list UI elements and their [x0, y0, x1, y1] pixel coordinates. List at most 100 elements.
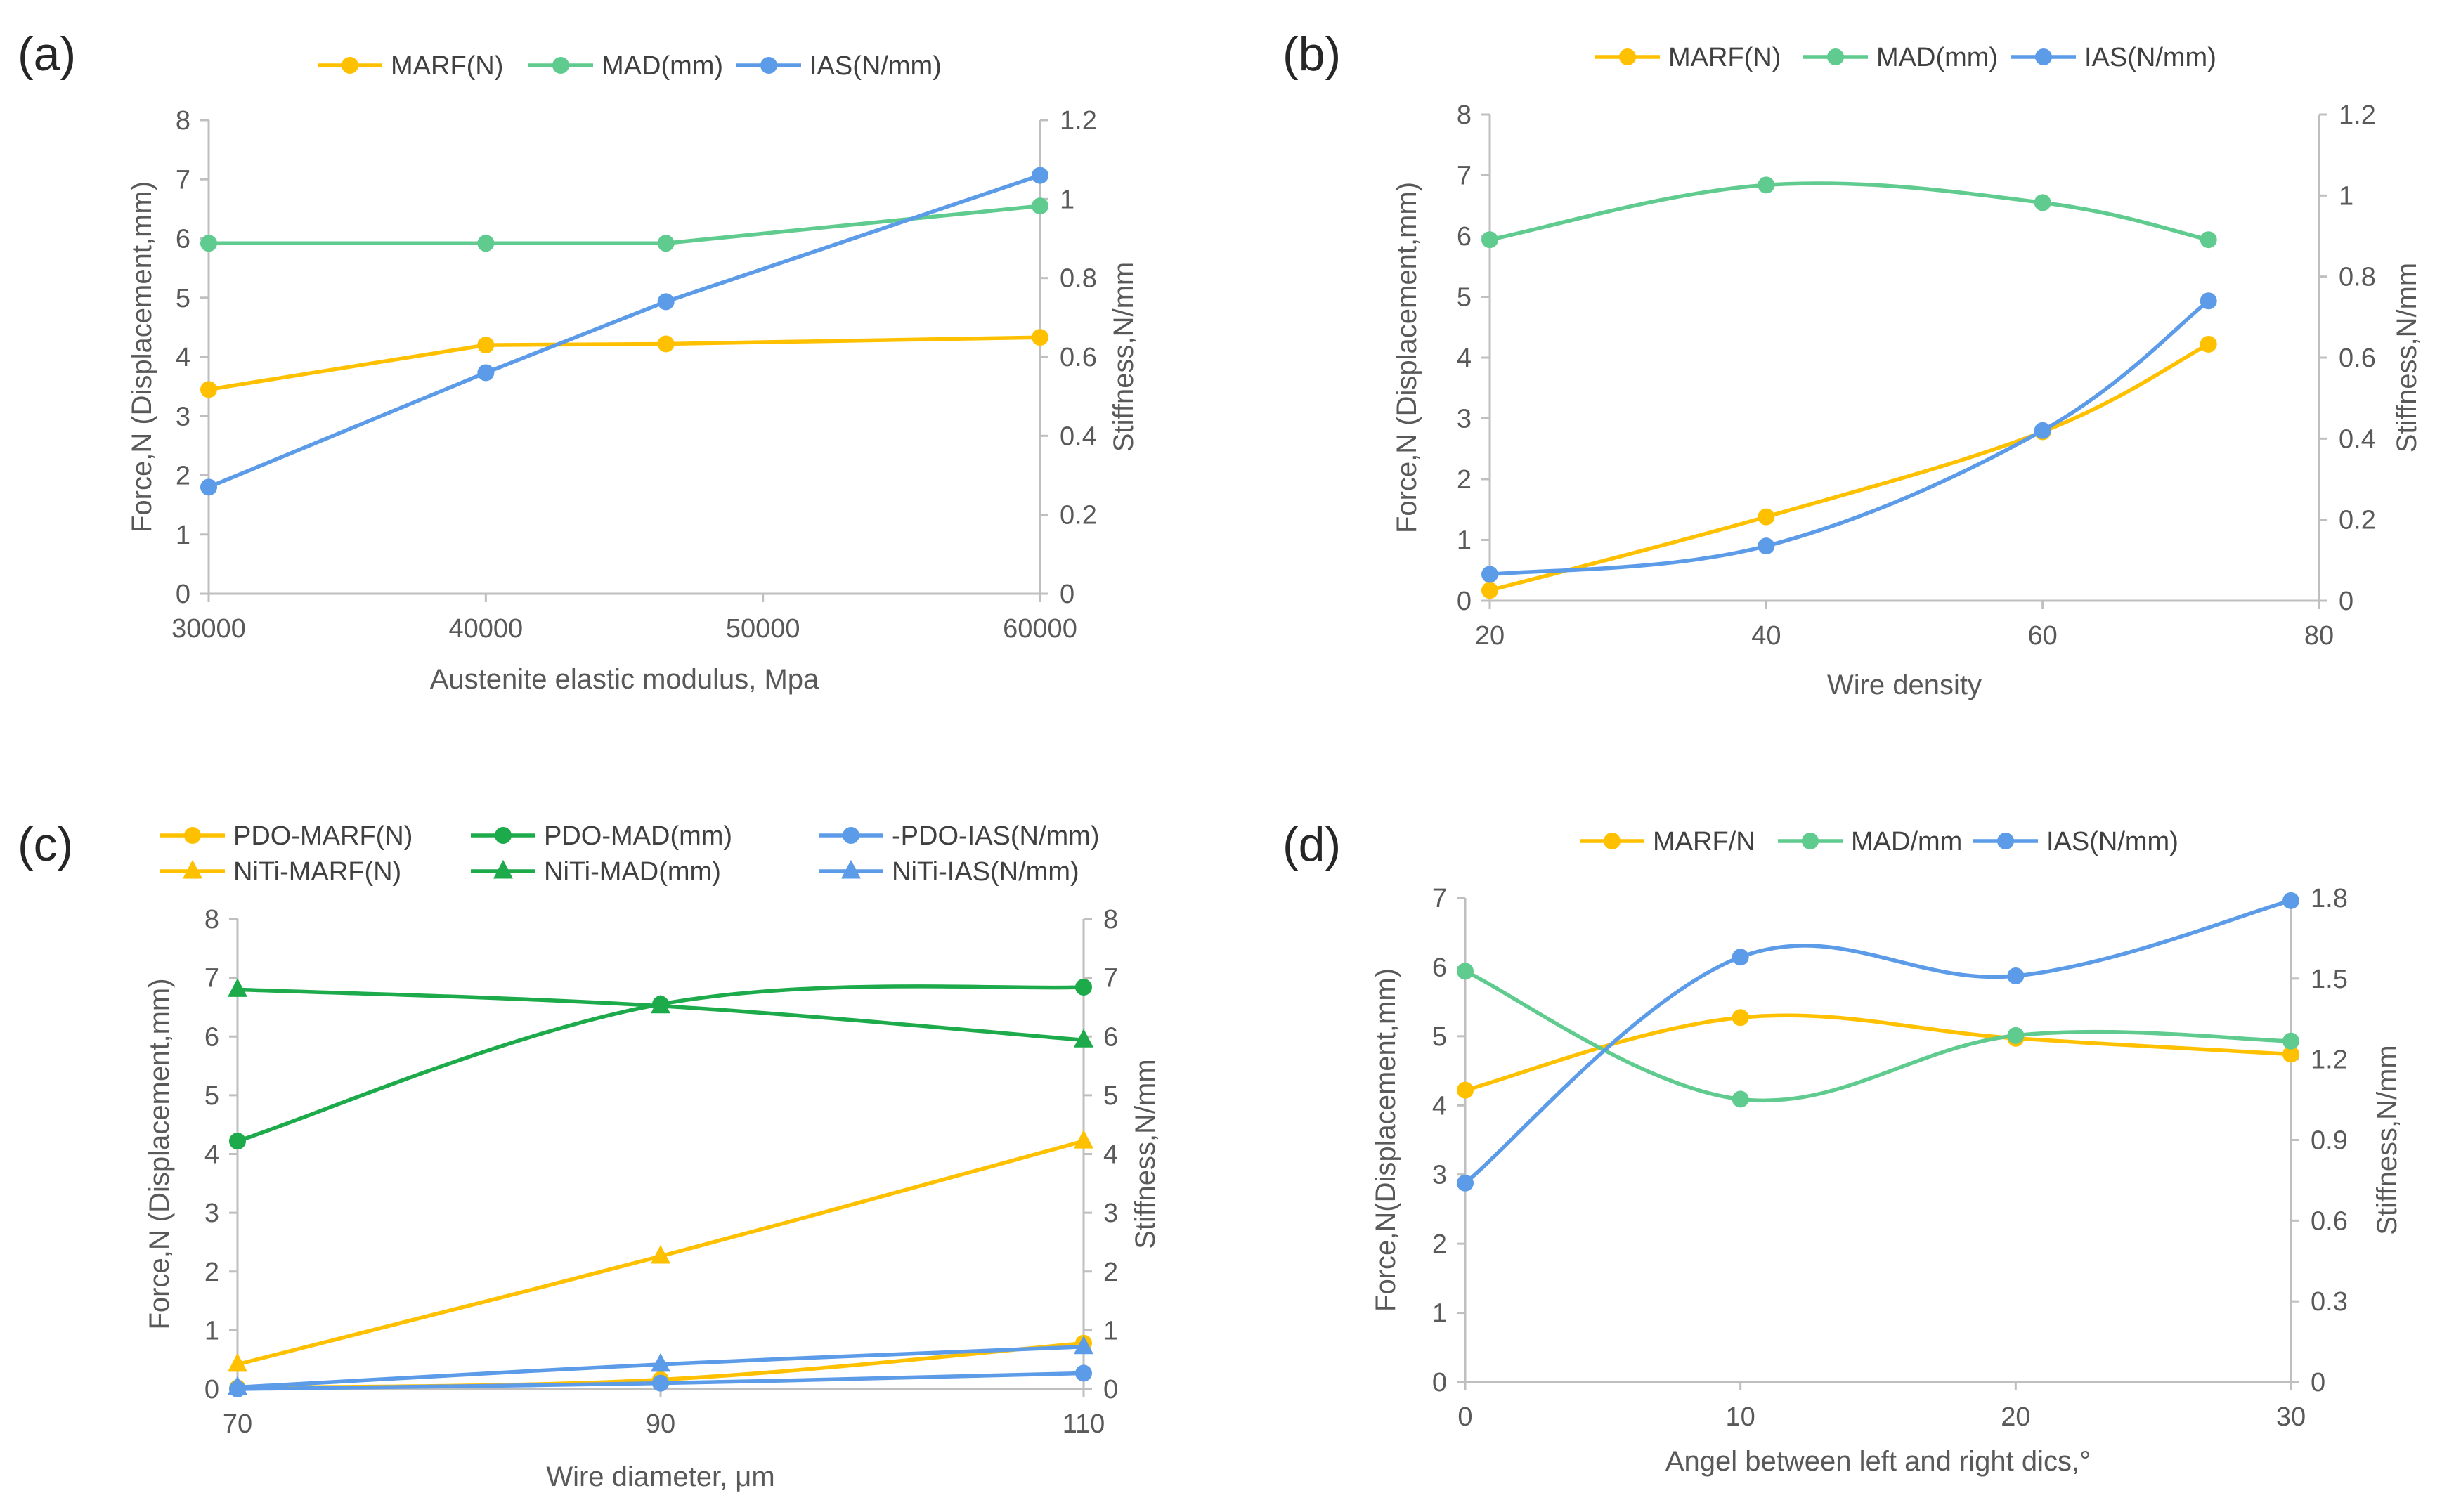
data-point-ias-n-mm — [1732, 949, 1749, 966]
y2-tick-label: 8 — [1103, 905, 1118, 934]
y2-tick-label: 0.6 — [2311, 1206, 2348, 1236]
data-point-marf-n — [1758, 508, 1775, 526]
data-point-ias-n-mm — [2200, 292, 2217, 310]
y2-tick-label: 1 — [1060, 185, 1074, 214]
y2-axis-title: Stiffness,N/mm — [2391, 263, 2422, 452]
panel-label: (d) — [1282, 818, 1341, 871]
legend-label-niti-marf-n: NiTi-MARF(N) — [233, 857, 401, 887]
x-tick-label: 30 — [2276, 1402, 2306, 1432]
y-tick-label: 7 — [204, 964, 219, 993]
y-tick-label: 6 — [204, 1022, 219, 1052]
chart-panel-b: (b)20 40 60 8001234567800.20.40.60.811.2Wir… — [1282, 27, 2422, 700]
legend-marker — [493, 859, 513, 879]
legend: MARF(N) MAD(mm) IAS(N/mm) — [1595, 43, 2216, 72]
legend-label-pdo-marf-n: PDO-MARF(N) — [233, 821, 413, 851]
data-point-niti-marf-n — [651, 1244, 670, 1264]
data-point-marf-n — [200, 381, 217, 398]
y2-tick-label: 1.2 — [2311, 1045, 2348, 1075]
y2-tick-label: 0.6 — [2339, 344, 2376, 373]
y-tick-label: 4 — [1432, 1091, 1447, 1121]
series-line-marf-n — [1464, 1013, 2292, 1093]
x-axis-title: Wire density — [1827, 670, 1982, 700]
x-tick-label: 70 — [223, 1409, 252, 1439]
legend-marker — [184, 827, 201, 844]
legend-label-ias-n-mm: IAS(N/mm) — [2084, 43, 2216, 72]
data-point-mad-mm — [1032, 197, 1048, 215]
data-point-ias-n-mm — [200, 478, 217, 496]
data-point-marf-n — [1457, 1081, 1474, 1099]
data-point-marf-n — [1481, 582, 1498, 599]
legend-marker — [1827, 48, 1844, 65]
y-tick-label: 5 — [1432, 1022, 1447, 1052]
data-point-pdo-mad-mm — [1075, 979, 1092, 996]
data-point-niti-mad-mm — [228, 978, 247, 997]
y2-tick-label: 1.2 — [1060, 106, 1097, 136]
series-line-mad-mm — [1489, 181, 2209, 242]
data-point-ias-n-mm — [477, 364, 495, 382]
y2-tick-label: 1.2 — [2339, 100, 2376, 130]
x-tick-label: 50000 — [726, 614, 800, 644]
legend-marker — [183, 859, 202, 879]
y-tick-label: 7 — [1457, 162, 1472, 191]
y-tick-label: 6 — [1457, 222, 1472, 252]
y-tick-label: 1 — [204, 1316, 219, 1345]
x-tick-label: 20 — [1475, 621, 1505, 651]
chart-panel-d: (d)0 10 20 300123456700.30.60.91.21.51.8Ang… — [1282, 818, 2403, 1477]
data-point-mad-mm — [2034, 194, 2051, 211]
data-point-marf-n — [477, 337, 495, 354]
legend-label-marf-n: MARF(N) — [391, 51, 503, 81]
data-point-pdo-mad-mm — [229, 1133, 246, 1150]
legend-marker — [342, 57, 358, 74]
legend-marker — [1619, 48, 1636, 65]
x-tick-label: 60 — [2028, 621, 2058, 651]
legend-label-pdo-mad-mm: PDO-MAD(mm) — [544, 821, 732, 851]
y-tick-label: 6 — [1432, 953, 1447, 982]
y2-tick-label: 3 — [1103, 1199, 1118, 1228]
legend-label-marf-n: MARF/N — [1653, 827, 1755, 856]
data-point-mad-mm — [477, 235, 495, 252]
data-point-marf-n — [2200, 335, 2217, 353]
data-point-marf-n — [1032, 329, 1048, 346]
series-line-marf-n — [1489, 342, 2209, 592]
data-point-ias-n-mm — [657, 293, 675, 311]
legend-label-pdo-ias-n-mm: -PDO-IAS(N/mm) — [892, 821, 1100, 851]
legend: PDO-MARF(N) PDO-MAD(mm) -PDO-IAS(N/mm) NiTi… — [160, 821, 1100, 887]
y-tick-label: 8 — [176, 106, 190, 136]
y-tick-label: 1 — [1432, 1299, 1447, 1329]
series-line-ias-n-mm — [1489, 299, 2210, 577]
y2-tick-label: 1 — [1103, 1316, 1118, 1345]
y2-tick-label: 6 — [1103, 1022, 1118, 1052]
y2-tick-label: 5 — [1103, 1081, 1118, 1111]
x-axis-title: Angel between left and right dics,° — [1665, 1446, 2091, 1477]
y-tick-label: 0 — [1432, 1368, 1447, 1397]
data-point-niti-mad-mm — [651, 994, 670, 1014]
data-point-marf-n — [2282, 1045, 2299, 1063]
y-tick-label: 8 — [1457, 100, 1472, 130]
y-tick-label: 3 — [176, 402, 190, 431]
data-point-ias-n-mm — [1457, 1174, 1474, 1192]
x-tick-label: 90 — [646, 1409, 675, 1439]
y2-tick-label: 0.3 — [2311, 1287, 2348, 1317]
panel-label: (a) — [18, 27, 76, 81]
data-point-mad-mm — [2007, 1027, 2025, 1044]
data-point-mad-mm — [1481, 231, 1498, 249]
legend-marker — [2035, 48, 2052, 65]
legend-label-niti-mad-mm: NiTi-MAD(mm) — [544, 857, 721, 887]
y2-tick-label: 0 — [2339, 587, 2353, 616]
legend-marker — [495, 827, 512, 844]
y-tick-label: 7 — [1432, 884, 1447, 913]
y2-tick-label: 0 — [1060, 580, 1074, 609]
legend-label-niti-ias-n-mm: NiTi-IAS(N/mm) — [892, 857, 1079, 887]
data-point-niti-ias-n-mm — [1074, 1335, 1093, 1355]
y-tick-label: 0 — [204, 1375, 219, 1405]
data-point-niti-mad-mm — [1074, 1029, 1093, 1048]
data-point-mad-mm — [200, 235, 217, 252]
y-tick-label: 5 — [176, 284, 190, 313]
x-tick-label: 0 — [1457, 1402, 1472, 1432]
data-point-ias-n-mm — [2007, 967, 2025, 985]
y-axis-title: Force,N (Displacement,mm) — [1391, 182, 1422, 533]
y2-tick-label: 0.2 — [2339, 506, 2376, 535]
legend-label-marf-n: MARF(N) — [1668, 43, 1781, 72]
x-tick-label: 40 — [1751, 621, 1781, 651]
